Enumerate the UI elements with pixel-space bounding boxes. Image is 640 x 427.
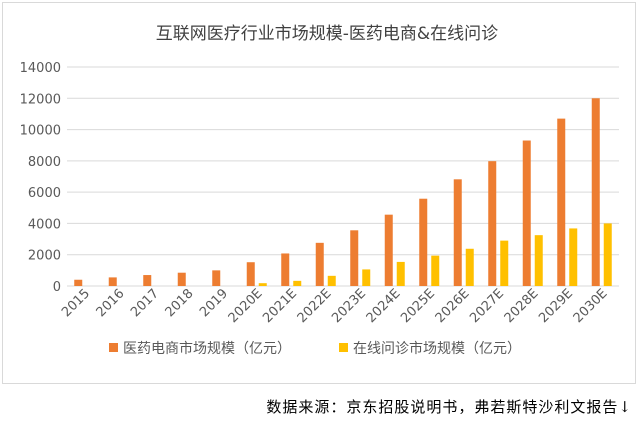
x-tick-label: 2029E [536,286,576,326]
x-tick-label: 2017 [128,286,162,320]
bar-pharma-ecommerce [281,253,290,286]
bar-online-consultation [603,223,612,286]
bar-pharma-ecommerce [143,275,152,286]
source-note: 数据来源：京东招股说明书，弗若斯特沙利文报告↓ [266,398,632,416]
bar-pharma-ecommerce [74,279,83,286]
bar-pharma-ecommerce [108,277,117,286]
bar-pharma-ecommerce [384,214,393,286]
bar-pharma-ecommerce [350,230,359,286]
y-tick-label: 10000 [20,124,61,139]
bar-pharma-ecommerce [212,270,221,286]
y-tick-label: 14000 [20,61,61,76]
bar-online-consultation [534,235,543,286]
x-tick-label: 2021E [260,286,300,326]
bar-pharma-ecommerce [315,242,324,286]
legend-swatch-online-consultation [339,343,348,352]
bar-pharma-ecommerce [177,272,186,286]
x-tick-label: 2022E [295,286,335,326]
bar-pharma-ecommerce [557,118,566,286]
bar-online-consultation [396,261,405,286]
x-tick-label: 2027E [467,286,507,326]
y-tick-label: 8000 [28,155,61,170]
bar-online-consultation [465,248,474,286]
bar-online-consultation [500,240,509,286]
bar-pharma-ecommerce [488,161,497,286]
x-tick-label: 2015 [59,286,93,320]
bar-online-consultation [362,269,371,286]
chart-title: 互联网医疗行业市场规模-医药电商&在线问诊 [156,24,498,44]
chart-svg: 互联网医疗行业市场规模-医药电商&在线问诊 0 2000 4000 6000 8000 10… [20,24,619,357]
x-tick-label: 2024E [364,286,404,326]
y-tick-label: 4000 [28,217,61,232]
x-tick-label: 2030E [571,286,611,326]
y-tick-label: 2000 [28,249,61,264]
bar-pharma-ecommerce [522,140,531,286]
x-tick-label: 2023E [329,286,369,326]
bar-pharma-ecommerce [453,179,462,286]
bar-online-consultation [431,255,440,286]
x-tick-label: 2020E [226,286,266,326]
bar-online-consultation [293,280,302,286]
x-tick-label: 2026E [433,286,473,326]
bar-online-consultation [327,275,336,286]
bar-online-consultation [569,228,578,286]
y-tick-label: 12000 [20,92,61,107]
legend-label: 在线问诊市场规模（亿元） [353,340,521,357]
bar-online-consultation [258,283,267,286]
x-tick-label: 2016 [94,286,128,320]
bar-pharma-ecommerce [419,198,428,286]
x-tick-label: 2018 [163,286,197,320]
y-tick-label: 6000 [28,186,61,201]
x-tick-label: 2025E [398,286,438,326]
bar-pharma-ecommerce [591,98,600,287]
y-tick-label: 0 [53,280,61,295]
x-tick-label: 2028E [502,286,542,326]
chart-frame: 互联网医疗行业市场规模-医药电商&在线问诊 0 2000 4000 6000 8000 10… [2,2,636,384]
bar-pharma-ecommerce [246,262,255,286]
legend-label: 医药电商市场规模（亿元） [123,340,291,357]
legend-swatch-pharma-ecommerce [109,343,118,352]
